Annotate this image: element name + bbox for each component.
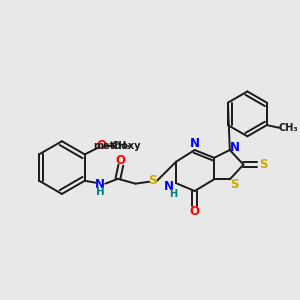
Text: CH₃: CH₃ bbox=[111, 141, 131, 151]
Text: CH₃: CH₃ bbox=[278, 123, 298, 133]
Text: N: N bbox=[230, 141, 240, 154]
Text: O: O bbox=[116, 154, 126, 167]
Text: H: H bbox=[96, 188, 105, 197]
Text: O: O bbox=[96, 139, 106, 152]
Text: O: O bbox=[190, 205, 200, 218]
Text: N: N bbox=[95, 178, 105, 191]
Text: S: S bbox=[148, 174, 158, 187]
Text: N: N bbox=[190, 137, 200, 150]
Text: H: H bbox=[169, 189, 177, 199]
Text: N: N bbox=[164, 180, 174, 193]
Text: methoxy: methoxy bbox=[93, 141, 141, 151]
Text: S: S bbox=[259, 158, 267, 171]
Text: S: S bbox=[230, 178, 239, 191]
